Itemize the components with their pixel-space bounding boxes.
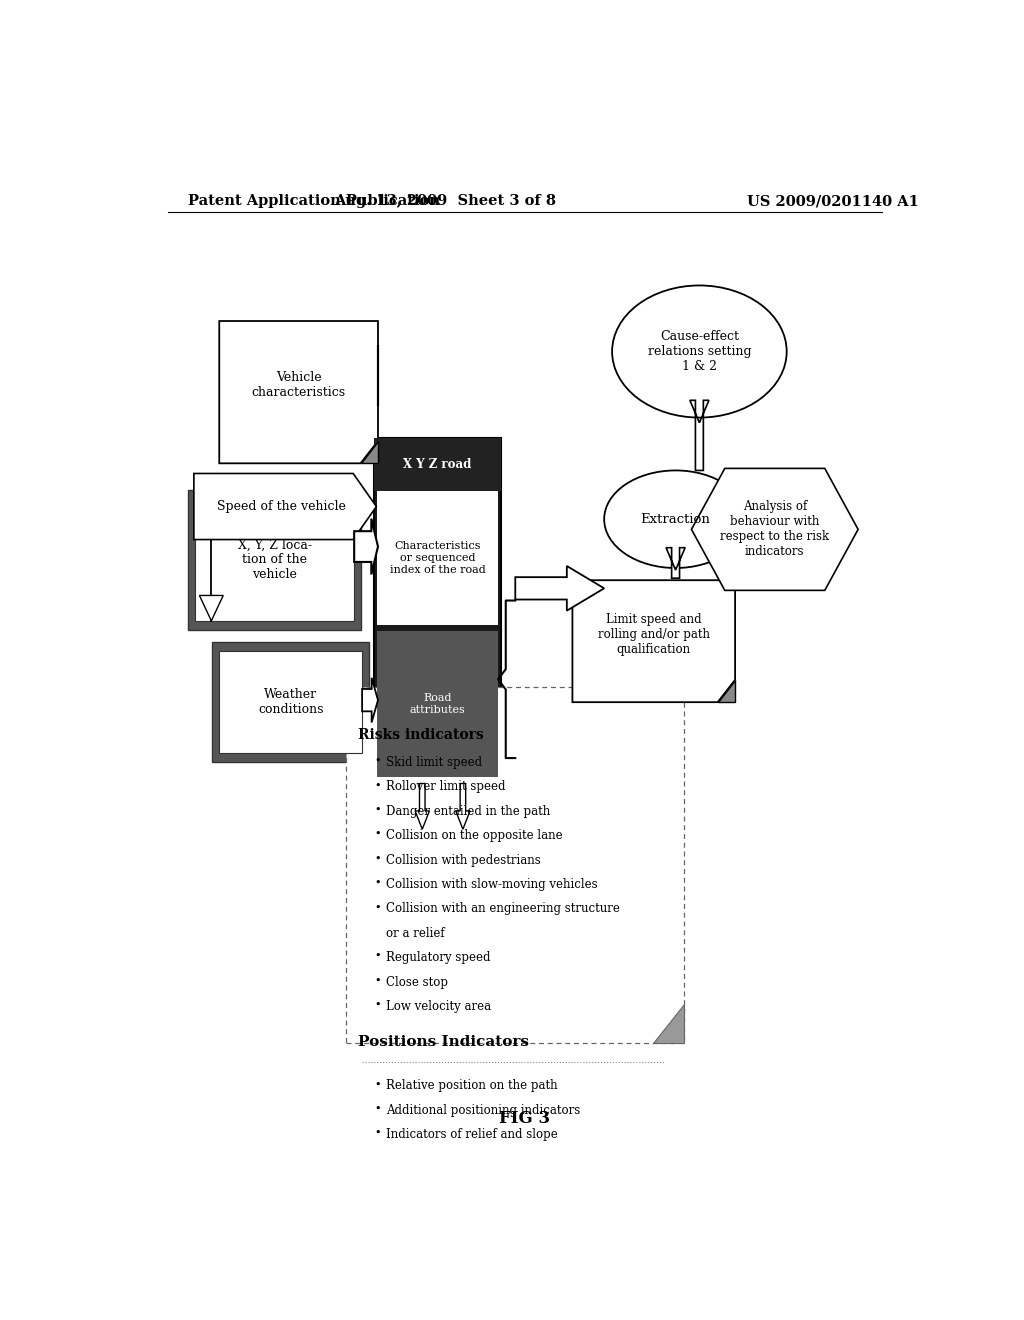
Text: •: • <box>374 854 381 863</box>
Text: Regulatory speed: Regulatory speed <box>386 952 490 964</box>
Polygon shape <box>666 548 685 578</box>
Polygon shape <box>362 677 378 722</box>
Text: Characteristics
or sequenced
index of the road: Characteristics or sequenced index of th… <box>389 541 485 574</box>
FancyBboxPatch shape <box>219 651 362 752</box>
Text: Rollover limit speed: Rollover limit speed <box>386 780 506 793</box>
FancyBboxPatch shape <box>377 491 498 624</box>
Polygon shape <box>653 1005 684 1043</box>
Polygon shape <box>360 441 378 463</box>
Polygon shape <box>354 519 378 574</box>
Text: •: • <box>374 878 381 888</box>
Text: Danger entailed in the path: Danger entailed in the path <box>386 805 550 818</box>
Text: •: • <box>374 756 381 766</box>
FancyBboxPatch shape <box>196 499 354 620</box>
Text: •: • <box>374 1001 381 1010</box>
Text: or a relief: or a relief <box>386 927 444 940</box>
Text: Collision with pedestrians: Collision with pedestrians <box>386 854 541 867</box>
FancyBboxPatch shape <box>346 686 684 1043</box>
Text: Limit speed and
rolling and/or path
qualification: Limit speed and rolling and/or path qual… <box>598 612 710 656</box>
Text: FIG 3: FIG 3 <box>500 1110 550 1127</box>
Polygon shape <box>456 784 470 829</box>
FancyBboxPatch shape <box>374 438 501 491</box>
Polygon shape <box>718 680 735 702</box>
Text: •: • <box>374 903 381 912</box>
FancyBboxPatch shape <box>188 490 361 630</box>
Text: •: • <box>374 975 381 986</box>
Text: Positions Indicators: Positions Indicators <box>358 1035 529 1048</box>
Text: X Y Z road: X Y Z road <box>403 458 472 471</box>
Polygon shape <box>515 566 604 611</box>
Text: •: • <box>374 1080 381 1089</box>
Polygon shape <box>691 469 858 590</box>
Text: Risks indicators: Risks indicators <box>358 727 484 742</box>
Ellipse shape <box>604 470 746 568</box>
Text: •: • <box>374 805 381 814</box>
Text: •: • <box>374 829 381 840</box>
Text: US 2009/0201140 A1: US 2009/0201140 A1 <box>748 194 919 209</box>
Text: Analysis of
behaviour with
respect to the risk
indicators: Analysis of behaviour with respect to th… <box>720 500 829 558</box>
Text: Collision with an engineering structure: Collision with an engineering structure <box>386 903 620 915</box>
Text: Aug. 13, 2009  Sheet 3 of 8: Aug. 13, 2009 Sheet 3 of 8 <box>335 194 556 209</box>
Text: •: • <box>374 1104 381 1114</box>
Text: Additional positioning indicators: Additional positioning indicators <box>386 1104 581 1117</box>
Text: •: • <box>374 780 381 791</box>
FancyBboxPatch shape <box>377 631 498 777</box>
FancyBboxPatch shape <box>212 643 370 762</box>
Text: Speed of the vehicle: Speed of the vehicle <box>217 500 346 513</box>
Text: Collision on the opposite lane: Collision on the opposite lane <box>386 829 562 842</box>
Text: Indicators of relief and slope: Indicators of relief and slope <box>386 1129 558 1140</box>
Polygon shape <box>200 595 223 620</box>
Text: Extraction: Extraction <box>641 512 711 525</box>
Text: Patent Application Publication: Patent Application Publication <box>187 194 439 209</box>
Text: Road
attributes: Road attributes <box>410 693 465 715</box>
Text: X, Y, Z loca-
tion of the
vehicle: X, Y, Z loca- tion of the vehicle <box>238 539 312 581</box>
Text: •: • <box>374 952 381 961</box>
Polygon shape <box>690 400 709 470</box>
Text: Cause-effect
relations setting
1 & 2: Cause-effect relations setting 1 & 2 <box>647 330 752 374</box>
Polygon shape <box>572 581 735 702</box>
Text: Collision with slow-moving vehicles: Collision with slow-moving vehicles <box>386 878 598 891</box>
Polygon shape <box>194 474 377 540</box>
Ellipse shape <box>612 285 786 417</box>
Polygon shape <box>415 784 429 829</box>
FancyBboxPatch shape <box>374 438 501 784</box>
Polygon shape <box>219 321 378 463</box>
Text: Skid limit speed: Skid limit speed <box>386 756 482 770</box>
Text: •: • <box>374 1129 381 1138</box>
Text: Vehicle
characteristics: Vehicle characteristics <box>252 371 346 400</box>
Text: Relative position on the path: Relative position on the path <box>386 1080 557 1092</box>
Text: Weather
conditions: Weather conditions <box>258 688 324 717</box>
Text: Close stop: Close stop <box>386 975 447 989</box>
Text: Low velocity area: Low velocity area <box>386 1001 492 1012</box>
